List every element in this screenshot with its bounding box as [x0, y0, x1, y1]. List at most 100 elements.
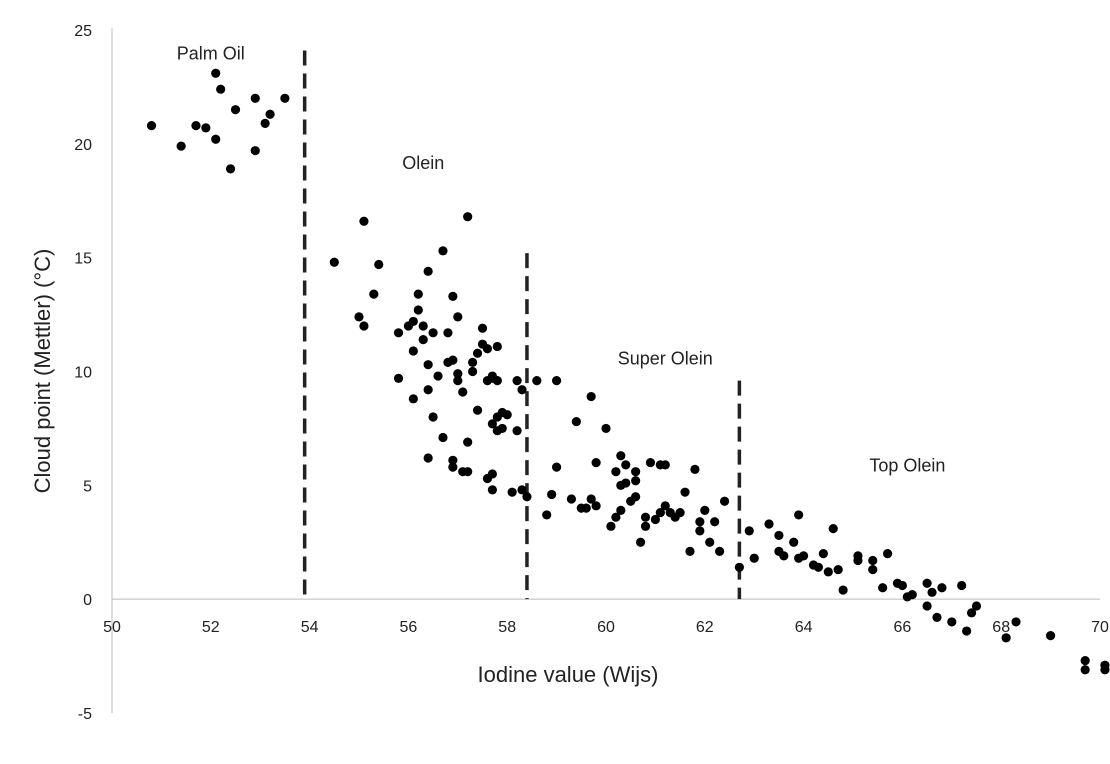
data-point — [393, 373, 404, 383]
data-point — [413, 305, 423, 315]
data-point — [621, 478, 631, 488]
region-label: Palm Oil — [177, 44, 245, 64]
data-point — [685, 546, 695, 556]
data-point — [611, 512, 621, 522]
data-point — [260, 118, 270, 128]
data-point — [922, 578, 932, 588]
data-point — [616, 505, 626, 515]
data-point — [250, 146, 260, 156]
data-point — [897, 580, 908, 591]
data-point — [868, 564, 878, 575]
data-point — [482, 344, 493, 354]
data-point — [487, 469, 497, 479]
data-point — [606, 521, 616, 531]
data-point — [542, 510, 552, 520]
data-point — [408, 316, 418, 327]
data-point — [1011, 617, 1021, 627]
data-point — [458, 387, 468, 397]
data-point — [601, 423, 611, 434]
data-point — [359, 321, 369, 331]
region-label: Top Olein — [869, 456, 945, 476]
x-tick-label: 52 — [202, 619, 220, 636]
data-point — [423, 360, 433, 370]
data-point — [225, 164, 236, 174]
data-point — [833, 564, 843, 575]
data-points — [146, 68, 1110, 675]
data-point — [650, 514, 661, 525]
data-point — [443, 328, 453, 338]
data-point — [418, 321, 428, 331]
data-point — [690, 464, 700, 474]
data-point — [423, 266, 433, 276]
data-point — [705, 537, 715, 547]
data-point — [764, 519, 774, 529]
y-tick-label: 10 — [74, 365, 92, 382]
data-point — [532, 376, 542, 386]
data-point — [616, 451, 626, 461]
data-point — [640, 521, 651, 531]
data-point — [882, 549, 893, 559]
data-point — [591, 501, 601, 511]
region-labels: Palm Oil Olein Super Olein Top Olein — [177, 44, 946, 476]
data-point — [631, 492, 641, 502]
data-point — [635, 537, 646, 547]
data-point — [517, 385, 527, 395]
data-point — [581, 503, 591, 513]
data-point — [675, 508, 685, 518]
data-point — [962, 626, 972, 636]
data-point — [823, 567, 833, 577]
data-point — [794, 510, 804, 520]
region-label: Olein — [402, 153, 444, 173]
data-point — [423, 385, 433, 395]
data-point — [463, 437, 473, 447]
data-point — [211, 68, 221, 78]
data-point — [428, 412, 438, 422]
data-point — [492, 376, 502, 386]
data-point — [749, 553, 759, 563]
data-point — [428, 328, 438, 338]
data-point — [146, 121, 157, 131]
data-point — [1046, 630, 1056, 641]
y-tick-labels: -5 0 5 10 15 20 25 — [74, 23, 92, 723]
data-point — [448, 455, 458, 465]
data-point — [631, 467, 641, 477]
y-tick-label: 5 — [83, 478, 92, 495]
data-point — [453, 376, 463, 386]
data-point — [695, 517, 705, 527]
data-point — [1080, 656, 1090, 666]
data-point — [715, 546, 725, 556]
data-point — [453, 369, 463, 379]
data-point — [280, 93, 290, 103]
data-point — [680, 487, 690, 497]
data-point — [922, 601, 932, 611]
data-point — [438, 432, 448, 443]
data-point — [472, 405, 483, 415]
data-point — [631, 476, 641, 486]
data-point — [507, 487, 517, 497]
data-point — [655, 508, 665, 518]
data-point — [695, 526, 705, 536]
data-point — [947, 617, 957, 627]
data-point — [433, 371, 443, 381]
y-tick-label: 25 — [74, 23, 92, 40]
x-tick-label: 66 — [894, 619, 912, 636]
data-point — [423, 453, 433, 463]
data-point — [463, 467, 473, 477]
data-point — [591, 457, 601, 468]
x-tick-label: 54 — [301, 619, 319, 636]
data-point — [818, 549, 828, 559]
data-point — [1001, 633, 1011, 643]
data-point — [700, 505, 710, 515]
data-point — [660, 501, 670, 511]
data-point — [621, 460, 631, 470]
data-point — [571, 416, 581, 427]
data-point — [1100, 665, 1110, 675]
data-point — [838, 585, 848, 595]
x-tick-label: 64 — [795, 619, 813, 636]
data-point — [369, 289, 379, 299]
data-point — [230, 105, 241, 115]
data-point — [799, 551, 809, 561]
data-point — [468, 366, 478, 377]
data-point — [453, 312, 463, 322]
data-point — [645, 457, 656, 468]
